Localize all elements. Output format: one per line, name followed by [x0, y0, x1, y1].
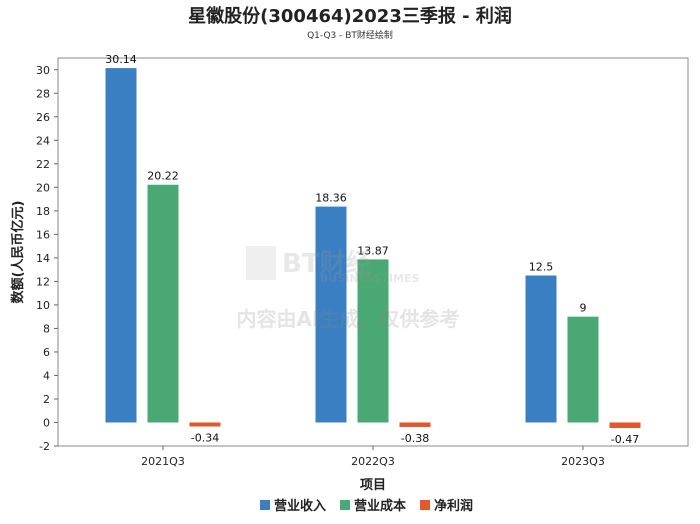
bar-value-label: 9	[580, 302, 587, 315]
bar	[567, 316, 599, 423]
bar-value-label: -0.38	[401, 432, 429, 445]
bar	[525, 275, 557, 423]
y-tick-label: 2	[43, 393, 50, 406]
y-tick-label: 26	[36, 111, 50, 124]
y-tick-label: 16	[36, 228, 50, 241]
y-tick-label: 4	[43, 369, 50, 382]
chart-subtitle: Q1-Q3 - BT财经绘制	[307, 31, 393, 41]
x-axis-label: 项目	[360, 478, 386, 493]
bar	[357, 259, 389, 423]
legend-label: 营业成本	[354, 498, 406, 514]
bar-series-group	[105, 68, 641, 429]
legend-swatch	[260, 500, 270, 510]
y-tick-label: 8	[43, 322, 50, 335]
y-tick-label: 24	[36, 134, 50, 147]
y-tick-label: 12	[36, 275, 50, 288]
x-axis: 2021Q3 2022Q3 2023Q3	[141, 446, 605, 468]
bar	[609, 422, 641, 429]
watermark: BT财经 BUSINESSTIMES 内容由AI生成，仅供参考	[237, 246, 460, 331]
bar-value-label: 30.14	[105, 53, 137, 66]
y-tick-label: 20	[36, 181, 50, 194]
bar-value-label: -0.47	[611, 433, 639, 446]
y-tick-label: 6	[43, 346, 50, 359]
bar-value-label: 12.5	[529, 261, 554, 274]
bar-value-label: 18.36	[315, 192, 347, 205]
x-tick-label: 2023Q3	[561, 455, 605, 468]
watermark-notice: 内容由AI生成，仅供参考	[237, 307, 460, 331]
legend-label: 净利润	[434, 498, 473, 514]
legend-swatch	[420, 500, 430, 510]
watermark-logo-icon	[246, 246, 276, 280]
chart-title: 星徽股份(300464)2023三季报 - 利润	[188, 6, 512, 27]
y-tick-label: 18	[36, 205, 50, 218]
bar	[105, 68, 137, 423]
y-tick-label: 22	[36, 158, 50, 171]
bar	[147, 184, 179, 423]
legend-label: 营业收入	[274, 498, 326, 514]
y-tick-label: 0	[43, 416, 50, 429]
legend: 营业收入 营业成本 净利润	[260, 498, 473, 514]
bar-value-label: -0.34	[191, 431, 219, 444]
y-tick-label: 30	[36, 64, 50, 77]
data-labels-group: 30.14 18.36 12.5 20.22 13.87 9 -0.34 -0.38 -0.47	[105, 53, 639, 446]
bar	[189, 422, 221, 427]
watermark-brand: BT财经	[282, 248, 372, 279]
x-tick-label: 2022Q3	[351, 455, 395, 468]
y-tick-label: -2	[39, 440, 50, 453]
bar-value-label: 20.22	[147, 170, 179, 183]
y-tick-label: 28	[36, 87, 50, 100]
bar	[315, 206, 347, 423]
watermark-brand-en: BUSINESSTIMES	[320, 272, 419, 285]
bar-value-label: 13.87	[357, 244, 389, 257]
bar	[399, 422, 431, 427]
x-tick-label: 2021Q3	[141, 455, 185, 468]
y-tick-label: 10	[36, 299, 50, 312]
y-axis-label: 数额(人民币亿元)	[10, 201, 26, 304]
legend-swatch	[340, 500, 350, 510]
y-tick-label: 14	[36, 252, 50, 265]
